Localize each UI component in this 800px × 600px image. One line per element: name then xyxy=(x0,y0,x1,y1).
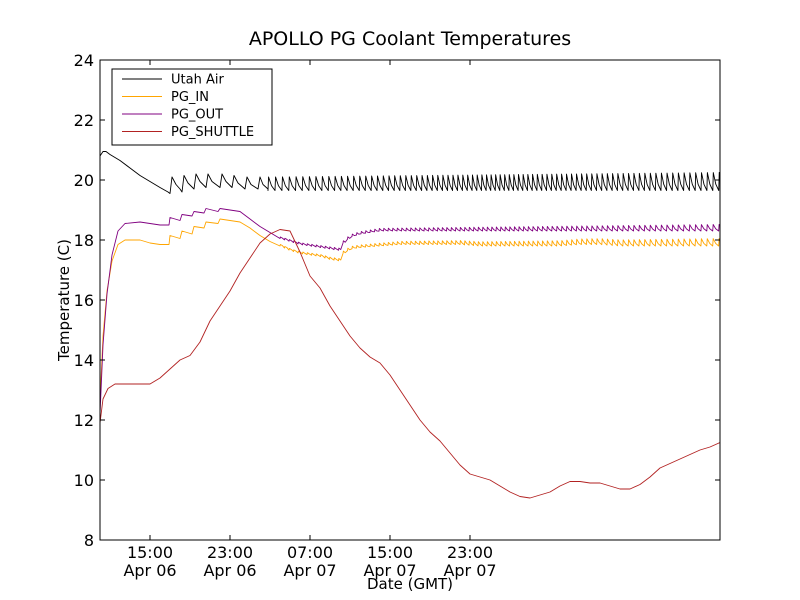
y-tick-label: 16 xyxy=(74,291,94,310)
x-tick-label-time: 23:00 xyxy=(447,543,493,562)
x-axis-title: Date (GMT) xyxy=(367,575,453,593)
legend-box xyxy=(111,68,273,146)
legend-label: Utah Air xyxy=(171,73,224,88)
y-axis: 8 10 12 14 16 18 20 22 24 xyxy=(74,51,720,550)
y-tick-label: 8 xyxy=(84,531,94,550)
x-tick-label-time: 07:00 xyxy=(287,543,333,562)
legend: Utah Air PG_IN PG_OUT PG_SHUTTLE xyxy=(111,68,273,146)
x-tick-label-time: 15:00 xyxy=(127,543,173,562)
x-tick-label-date: Apr 07 xyxy=(443,561,496,580)
x-tick-label-date: Apr 07 xyxy=(283,561,336,580)
series-line-pg-in xyxy=(100,218,720,403)
y-tick-label: 22 xyxy=(74,111,94,130)
y-tick-label: 20 xyxy=(74,171,94,190)
y-tick-label: 14 xyxy=(74,351,94,370)
legend-label: PG_IN xyxy=(171,90,209,105)
x-tick-label-date: Apr 06 xyxy=(203,561,256,580)
series-line-utah-air xyxy=(100,151,720,194)
legend-label: PG_OUT xyxy=(171,108,223,123)
x-tick-label-time: 23:00 xyxy=(207,543,253,562)
y-axis-title: Temperature (C) xyxy=(55,239,73,362)
legend-label: PG_SHUTTLE xyxy=(171,125,254,140)
chart-title: APOLLO PG Coolant Temperatures xyxy=(249,28,571,50)
y-tick-label: 12 xyxy=(74,411,94,430)
series-line-pg-shuttle xyxy=(100,229,720,499)
series-line-pg-out xyxy=(100,208,720,415)
x-tick-label-date: Apr 06 xyxy=(123,561,176,580)
y-tick-label: 24 xyxy=(74,51,94,70)
series-layer xyxy=(100,151,720,499)
y-tick-label: 10 xyxy=(74,471,94,490)
y-tick-label: 18 xyxy=(74,231,94,250)
x-tick-label-time: 15:00 xyxy=(367,543,413,562)
x-tick-label-date: Apr 07 xyxy=(363,561,416,580)
